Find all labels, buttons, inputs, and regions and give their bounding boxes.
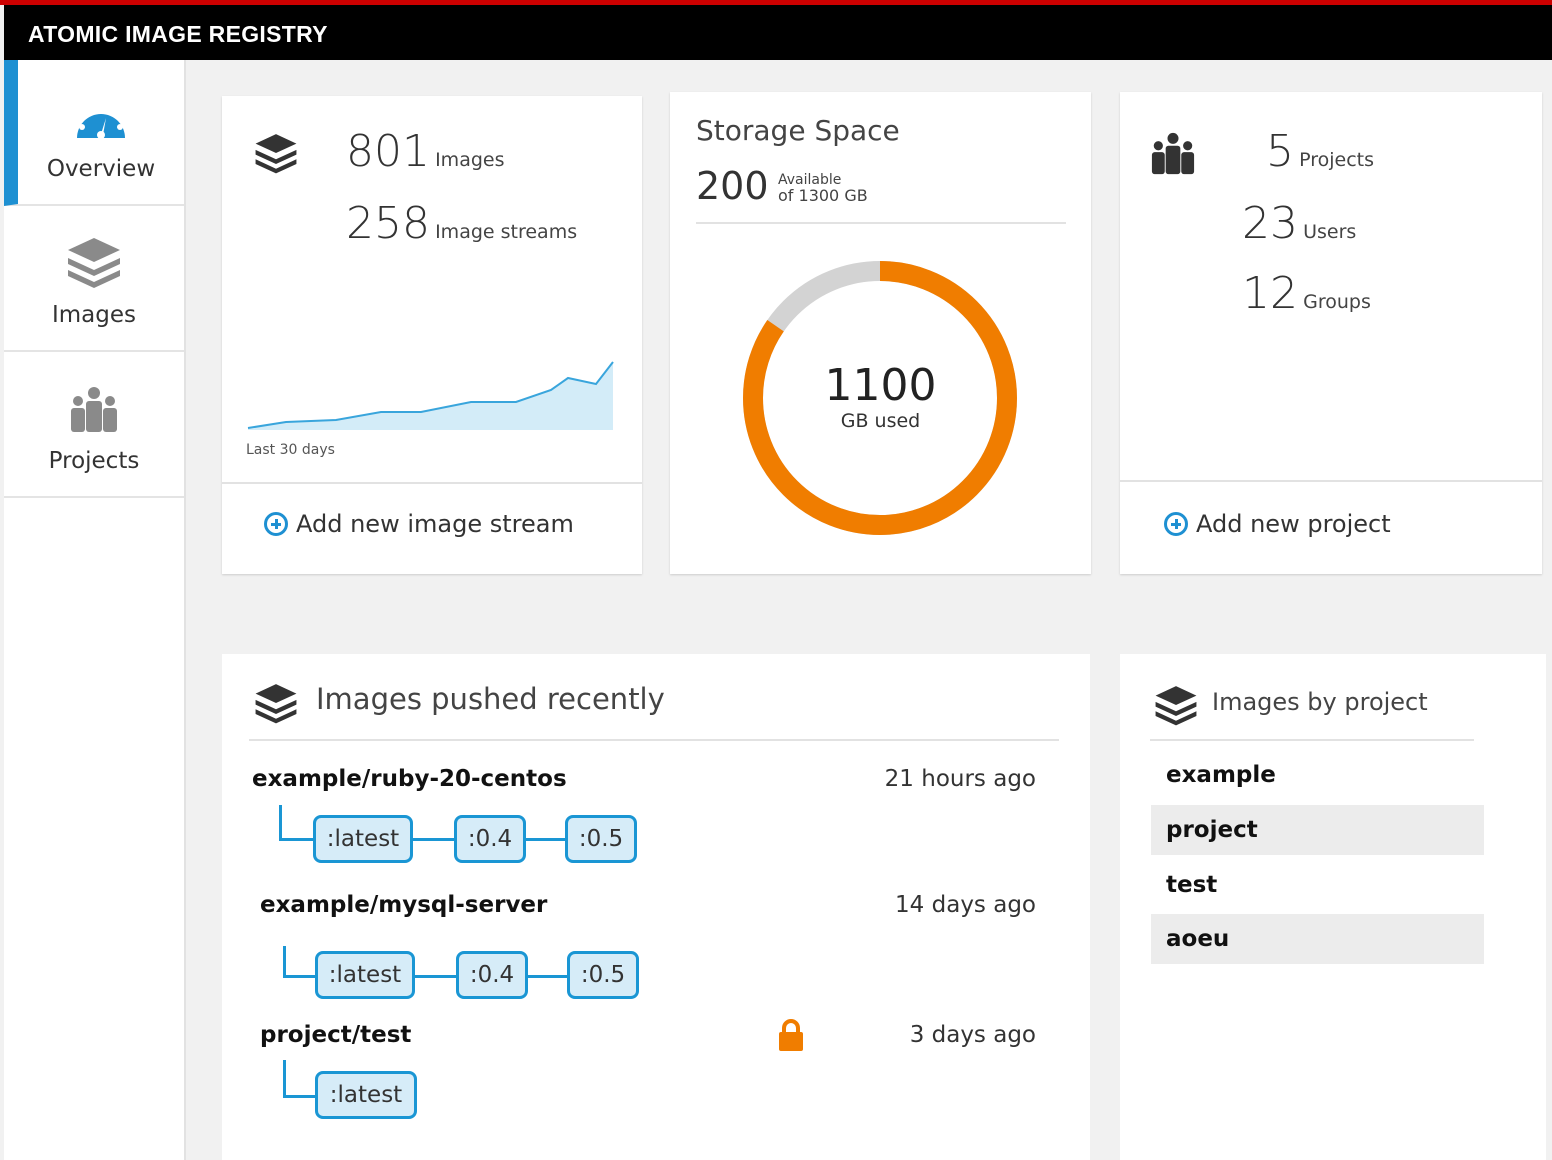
images-by-project-panel xyxy=(1120,654,1546,1160)
sidebar: Overview Images Projects xyxy=(4,60,186,1160)
top-navbar: ATOMIC IMAGE REGISTRY xyxy=(4,5,1552,60)
storage-available-label: Available xyxy=(778,172,842,188)
project-list-item[interactable]: project xyxy=(1151,805,1484,855)
project-list-item[interactable]: test xyxy=(1166,872,1218,898)
repo-name[interactable]: example/ruby-20-centos xyxy=(252,766,567,792)
add-project-link[interactable]: Add new project xyxy=(1164,510,1391,538)
tag-connector xyxy=(526,838,566,841)
images-by-project-title: Images by project xyxy=(1212,688,1428,716)
push-time: 14 days ago xyxy=(895,892,1036,918)
sidebar-item-images[interactable]: Images xyxy=(4,206,184,352)
users-label: Users xyxy=(1303,221,1357,243)
tag-connector xyxy=(279,805,282,841)
push-time: 21 hours ago xyxy=(884,766,1036,792)
sidebar-item-projects[interactable]: Projects xyxy=(4,352,184,498)
tag-connector xyxy=(283,946,286,978)
tag-chip[interactable]: :0.5 xyxy=(567,951,639,999)
tag-connector xyxy=(283,975,317,978)
top-accent-line xyxy=(0,0,1552,5)
images-sparkline xyxy=(247,361,614,430)
recent-images-title: Images pushed recently xyxy=(316,682,665,716)
layers-icon xyxy=(1155,686,1197,726)
tag-chip[interactable]: :latest xyxy=(315,951,415,999)
tag-connector xyxy=(415,975,457,978)
projects-label: Projects xyxy=(1299,149,1374,171)
users-icon xyxy=(1151,132,1195,175)
layers-icon xyxy=(255,134,297,174)
sparkline-caption: Last 30 days xyxy=(246,442,335,458)
sidebar-item-label: Images xyxy=(51,302,136,328)
tag-chip[interactable]: :0.4 xyxy=(456,951,528,999)
panel-divider xyxy=(1150,739,1474,741)
images-count: 801 xyxy=(346,126,430,177)
storage-used-label: GB used xyxy=(840,410,921,432)
storage-title: Storage Space xyxy=(696,114,900,147)
projects-count: 5 xyxy=(1266,126,1294,177)
donut-used-arc xyxy=(743,261,1017,535)
repo-name[interactable]: project/test xyxy=(260,1022,412,1048)
image-streams-label: Image streams xyxy=(435,221,578,243)
tag-connector xyxy=(413,838,455,841)
storage-total-label: of 1300 GB xyxy=(778,186,868,205)
card-divider xyxy=(696,222,1066,224)
sidebar-item-overview[interactable]: Overview xyxy=(4,60,184,206)
sidebar-item-label: Projects xyxy=(48,448,140,474)
add-image-stream-link[interactable]: Add new image stream xyxy=(264,510,574,538)
layers-icon xyxy=(255,684,297,724)
images-summary-card: 801 Images 258 Image streams Last 30 day… xyxy=(222,96,642,574)
repo-name[interactable]: example/mysql-server xyxy=(260,892,548,918)
sidebar-item-label: Overview xyxy=(46,156,156,182)
add-project-label: Add new project xyxy=(1196,510,1391,538)
users-count: 23 xyxy=(1242,198,1298,249)
storage-available-value: 200 xyxy=(696,164,769,208)
layers-icon xyxy=(68,238,120,288)
app-title: ATOMIC IMAGE REGISTRY xyxy=(28,21,328,47)
card-divider xyxy=(1120,480,1542,482)
groups-count: 12 xyxy=(1242,268,1298,319)
storage-used-value: 1100 xyxy=(824,360,937,411)
panel-divider xyxy=(249,739,1059,741)
tag-connector xyxy=(283,1060,286,1098)
users-icon xyxy=(71,387,117,432)
images-label: Images xyxy=(435,149,505,171)
add-circle-icon xyxy=(1164,512,1188,536)
push-time: 3 days ago xyxy=(909,1022,1036,1048)
tag-connector xyxy=(283,1095,317,1098)
add-circle-icon xyxy=(264,512,288,536)
lock-icon xyxy=(779,1019,803,1051)
tag-chip[interactable]: :latest xyxy=(313,815,413,863)
project-list-item[interactable]: aoeu xyxy=(1151,914,1484,964)
tag-chip[interactable]: :latest xyxy=(315,1071,417,1119)
image-streams-count: 258 xyxy=(346,198,430,249)
groups-label: Groups xyxy=(1303,291,1371,313)
tag-chip[interactable]: :0.5 xyxy=(565,815,637,863)
tag-connector xyxy=(528,975,568,978)
project-list-item[interactable]: example xyxy=(1166,762,1276,788)
tag-connector xyxy=(279,838,315,841)
storage-donut-chart xyxy=(743,261,1017,535)
storage-space-card: Storage Space 200 Available of 1300 GB 1… xyxy=(670,92,1091,574)
projects-summary-card: 5 Projects 23 Users 12 Groups Add new pr… xyxy=(1120,92,1542,574)
tag-chip[interactable]: :0.4 xyxy=(454,815,526,863)
add-image-stream-label: Add new image stream xyxy=(296,510,574,538)
card-divider xyxy=(222,482,642,484)
dashboard-icon xyxy=(77,105,125,139)
